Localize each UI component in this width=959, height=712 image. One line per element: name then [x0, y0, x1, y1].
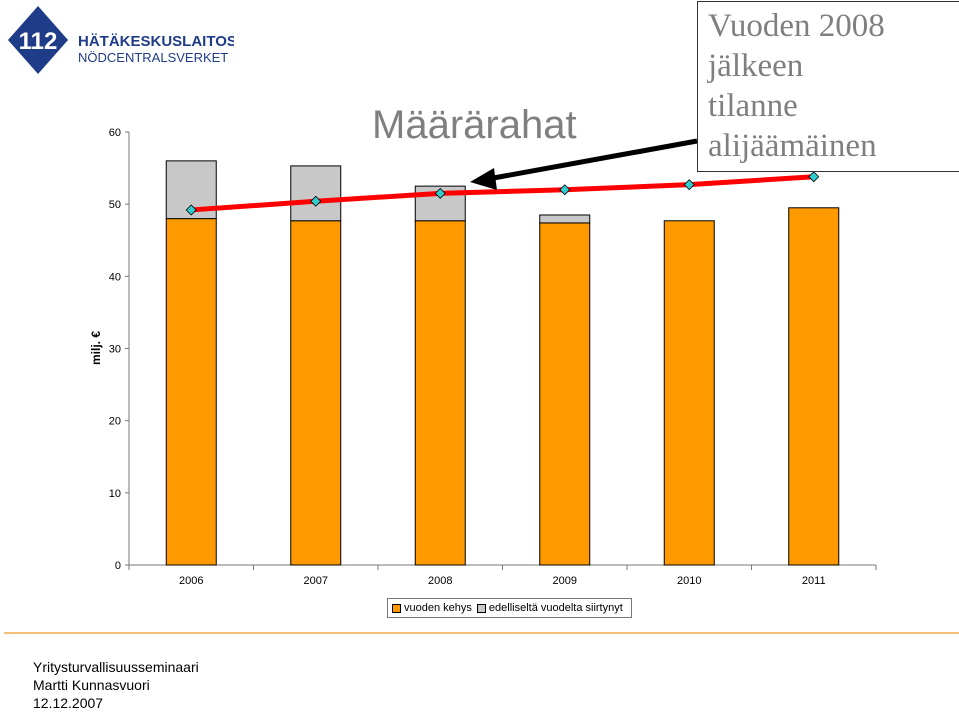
- logo-diamond: [8, 6, 68, 74]
- x-tick-label: 2011: [802, 575, 826, 587]
- callout-line-3: tilanne: [708, 88, 798, 124]
- logo-number: 112: [19, 28, 58, 55]
- bar-vuoden-kehys: [414, 220, 466, 566]
- footer-event: Yritysturvallisuusseminaari: [33, 659, 199, 675]
- y-tick-label: 40: [109, 271, 121, 283]
- callout-box: Vuoden 2008 jälkeen tilanne alijäämäinen: [697, 1, 959, 172]
- y-axis-label: milj. €: [89, 331, 103, 365]
- footer-divider: [4, 632, 959, 634]
- hatakeskuslaitos-logo: 112 HÄTÄKESKUSLAITOS NÖDCENTRALSVERKET: [8, 6, 234, 74]
- bar-vuoden-kehys: [663, 220, 715, 566]
- legend-item-vuoden-kehys: vuoden kehys: [392, 602, 472, 614]
- footer: Yritysturvallisuusseminaari Martti Kunna…: [33, 658, 199, 712]
- y-tick-label: 50: [109, 199, 121, 211]
- x-tick-label: 2010: [677, 575, 701, 587]
- y-tick-label: 20: [109, 416, 121, 428]
- y-tick-label: 30: [109, 344, 121, 356]
- bar-vuoden-kehys: [290, 220, 342, 566]
- overlay-line-point: [310, 195, 322, 207]
- legend-item-siirtynyt: edelliseltä vuodelta siirtynyt: [476, 602, 623, 614]
- arrow-shaft: [487, 138, 698, 182]
- overlay-line-point: [808, 171, 820, 183]
- overlay-line-layer: [185, 171, 820, 216]
- logo-line1: HÄTÄKESKUSLAITOS: [78, 33, 234, 50]
- arrow-head: [470, 168, 497, 190]
- chart: 0 10 20 30 40 50 60 milj. € 2006 2007 2008 2009 2010…: [89, 127, 877, 587]
- y-tick-label: 60: [109, 127, 121, 139]
- bar-vuoden-kehys: [539, 222, 591, 566]
- overlay-line-point: [559, 184, 571, 196]
- legend-label: edelliseltä vuodelta siirtynyt: [488, 602, 623, 614]
- x-tick-label: 2008: [428, 575, 452, 587]
- y-tick-label: 10: [109, 488, 121, 500]
- overlay-line-point: [185, 204, 197, 216]
- callout-arrow: [470, 138, 698, 190]
- bars: [165, 160, 840, 566]
- footer-date: 12.12.2007: [33, 695, 104, 711]
- axes: 0 10 20 30 40 50 60 milj. € 2006 2007 2008 2009 2010…: [89, 127, 877, 587]
- logo-line2: NÖDCENTRALSVERKET: [78, 50, 228, 65]
- overlay-line-point: [434, 187, 446, 199]
- legend: vuoden kehys edelliseltä vuodelta siirty…: [387, 598, 632, 618]
- y-tick-label: 0: [115, 560, 121, 572]
- overlay-line: [191, 174, 814, 213]
- legend-swatch-gray: [476, 603, 486, 613]
- chart-title: Määrärahat: [372, 103, 577, 147]
- callout-line-1: Vuoden 2008: [708, 8, 885, 44]
- legend-swatch-orange: [392, 603, 401, 613]
- callout-line-4: alijäämäinen: [708, 128, 877, 164]
- bar-vuoden-kehys: [788, 207, 840, 566]
- overlay-line-point: [683, 179, 695, 191]
- bar-siirtynyt: [290, 165, 342, 222]
- legend-label: vuoden kehys: [404, 602, 472, 614]
- x-tick-label: 2009: [553, 575, 577, 587]
- footer-author: Martti Kunnasvuori: [33, 677, 150, 693]
- callout-line-2: jälkeen: [708, 48, 804, 84]
- x-tick-label: 2006: [179, 575, 203, 587]
- bar-siirtynyt: [539, 214, 591, 224]
- x-tick-label: 2007: [304, 575, 328, 587]
- bar-vuoden-kehys: [165, 218, 217, 566]
